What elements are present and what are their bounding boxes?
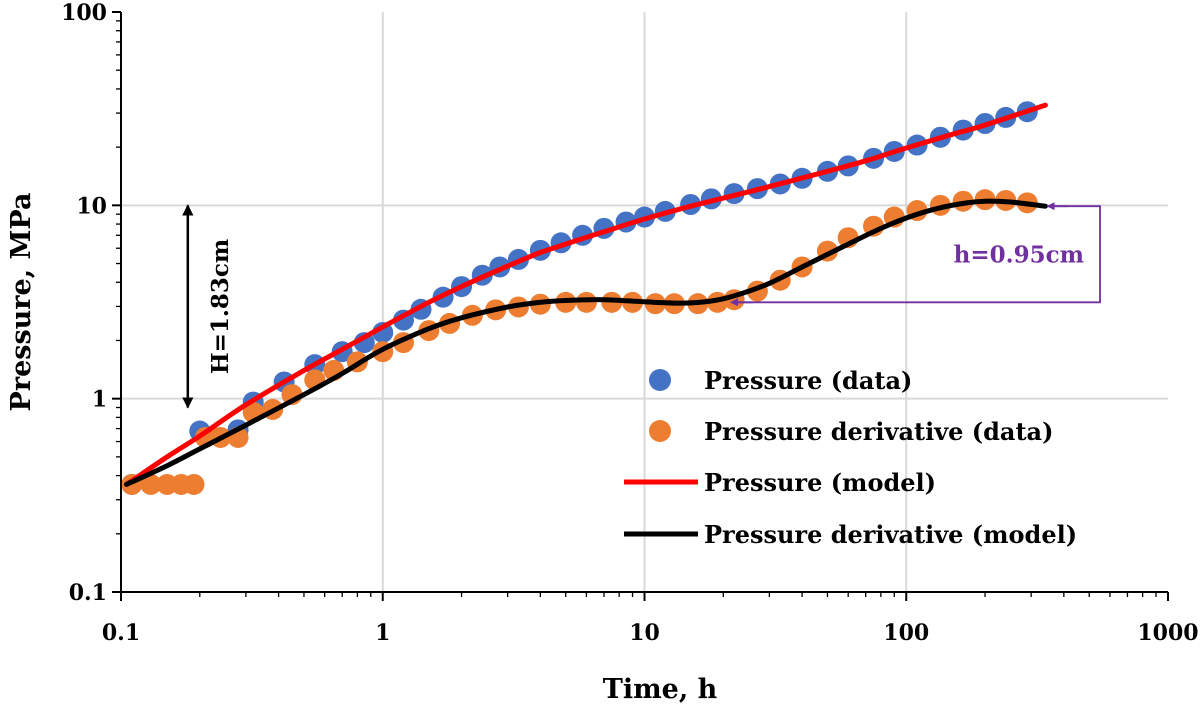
series-derivative-data <box>121 189 1038 495</box>
h-bracket <box>732 205 1101 304</box>
x-tick-label: 10 <box>629 620 660 646</box>
x-tick-label: 0.1 <box>102 620 140 646</box>
legend-label-derivative-data: Pressure derivative (data) <box>704 417 1053 446</box>
h-annotation-label: h=0.95cm <box>954 241 1084 268</box>
y-tick-label: 10 <box>76 193 107 219</box>
y-tick-label: 100 <box>61 0 107 26</box>
annotation-layer: H=1.83cm h=0.95cm <box>182 202 1101 409</box>
legend-label-pressure-model: Pressure (model) <box>704 468 936 497</box>
legend-marker-derivative-data <box>649 420 671 442</box>
data-point <box>575 291 597 313</box>
x-axis-title: Time, h <box>603 674 718 705</box>
x-tick-label: 1 <box>375 620 390 646</box>
data-point <box>140 473 162 495</box>
legend-label-derivative-model: Pressure derivative (model) <box>704 520 1077 549</box>
series-layer <box>121 101 1048 495</box>
y-tick-label: 1 <box>92 387 107 413</box>
series-pressure-model <box>124 102 1048 487</box>
y-axis-title: Pressure, MPa <box>6 193 37 412</box>
x-tick-label: 1000 <box>1137 620 1198 646</box>
data-point <box>183 473 205 495</box>
legend-marker-pressure-data <box>649 369 671 391</box>
tick-labels: 0.1 1 10 100 1000 0.1 1 10 100 <box>61 0 1199 646</box>
H-annotation-label: H=1.83cm <box>207 239 234 374</box>
x-tick-label: 100 <box>883 620 929 646</box>
series-derivative-model <box>124 198 1048 487</box>
legend-label-pressure-data: Pressure (data) <box>704 366 912 395</box>
y-tick-label: 0.1 <box>69 580 107 606</box>
legend: Pressure (data) Pressure derivative (dat… <box>624 366 1077 549</box>
